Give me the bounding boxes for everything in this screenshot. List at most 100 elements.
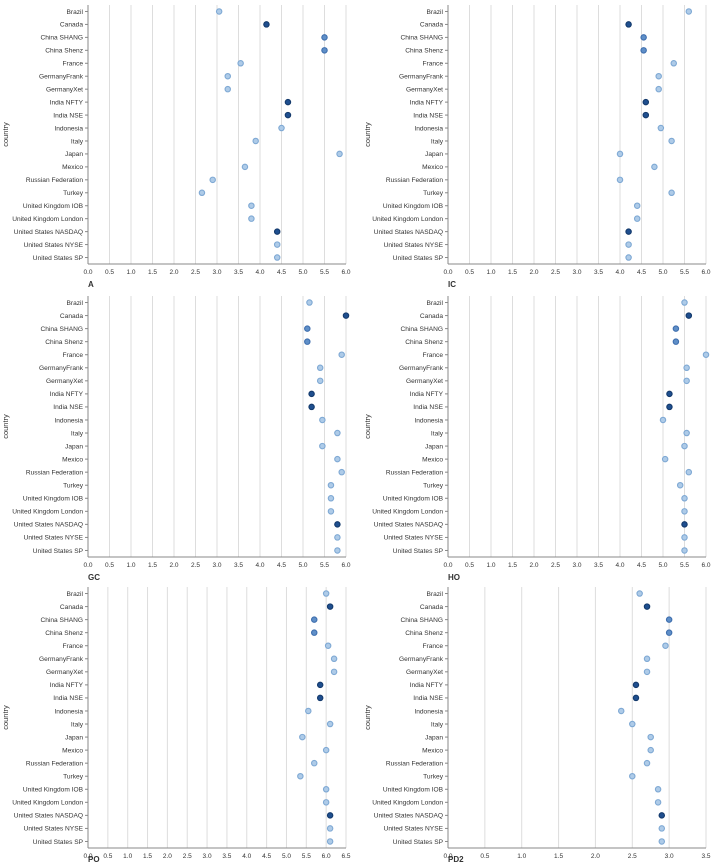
y-tick-label: France	[62, 61, 83, 68]
y-tick-label: United States NASDAQ	[374, 229, 443, 236]
y-tick-label: Canada	[60, 604, 83, 611]
data-point	[273, 241, 281, 248]
data-point	[326, 825, 334, 832]
data-point	[252, 137, 259, 145]
data-point	[670, 60, 677, 67]
x-tick-label: 3.5	[594, 562, 603, 569]
data-point	[305, 707, 312, 715]
data-point	[327, 495, 335, 502]
x-tick-label: 1.5	[554, 853, 563, 860]
y-tick-label: United Kingdom London	[12, 800, 83, 807]
x-tick-label: 2.0	[591, 853, 600, 860]
y-tick-label: GermanyFrank	[399, 365, 444, 372]
y-tick-label: Italy	[71, 721, 84, 728]
chart-panel-pd2: 0.0 0.5 1.0 1.5 2.0 2.5 3.0 3.5 Brazil Canada Chin…	[363, 587, 711, 864]
x-tick-label: 1.0	[126, 269, 135, 276]
x-tick-label: 2.0	[163, 853, 172, 860]
data-point	[316, 681, 324, 689]
y-tick-label: United States NYSE	[24, 242, 84, 249]
data-point	[633, 215, 641, 222]
x-tick-label: 0.0	[83, 269, 92, 276]
x-tick-label: 5.5	[302, 853, 311, 860]
x-tick-label: 5.0	[298, 269, 307, 276]
data-point	[672, 338, 680, 345]
y-tick-label: Mexico	[422, 164, 443, 171]
data-point	[668, 189, 675, 197]
data-point	[666, 390, 673, 398]
data-point	[625, 241, 632, 248]
data-point	[657, 124, 665, 132]
x-axis-title: GC	[88, 573, 100, 582]
y-tick-label: India NSE	[53, 404, 83, 411]
y-tick-label: United Kingdom London	[372, 800, 443, 807]
x-tick-label: 1.5	[148, 562, 157, 569]
data-point	[316, 364, 324, 372]
y-tick-label: Turkey	[63, 774, 84, 781]
data-point	[334, 534, 341, 541]
x-tick-label: 3.0	[572, 562, 581, 569]
y-tick-label: Mexico	[422, 747, 443, 754]
data-point	[322, 746, 330, 754]
data-point	[273, 228, 281, 235]
data-point	[273, 254, 281, 261]
y-tick-label: Brazil	[67, 300, 84, 307]
y-axis-title: country	[363, 705, 372, 730]
y-tick-label: Turkey	[423, 190, 444, 197]
data-point	[327, 508, 335, 515]
x-tick-label: 2.5	[551, 269, 560, 276]
data-point	[297, 772, 304, 780]
data-point	[643, 668, 651, 676]
y-tick-label: China Shenz	[405, 630, 443, 637]
data-point	[263, 21, 270, 28]
y-tick-label: Mexico	[422, 456, 443, 463]
data-point	[665, 629, 673, 636]
x-tick-label: 3.5	[594, 269, 603, 276]
y-tick-label: Japan	[425, 151, 443, 158]
x-tick-label: 2.0	[529, 562, 538, 569]
x-tick-label: 6.0	[341, 269, 350, 276]
chart-panel-po: 0.0 0.5 1.0 1.5 2.0 2.5 3.0 3.5 4.0 4.5 5.0 5.5 6.0 6…	[1, 587, 351, 864]
y-tick-label: Russian Federation	[26, 469, 84, 476]
y-tick-label: Turkey	[63, 190, 84, 197]
y-tick-label: China SHANG	[400, 617, 443, 624]
y-tick-label: United Kingdom IOB	[23, 496, 84, 503]
data-point	[668, 137, 675, 145]
data-point	[326, 838, 334, 845]
x-tick-label: 1.5	[148, 269, 157, 276]
x-tick-label: 2.0	[529, 269, 538, 276]
y-tick-label: United Kingdom London	[372, 216, 443, 223]
y-tick-label: GermanyXet	[46, 86, 83, 93]
x-tick-label: 3.5	[701, 853, 710, 860]
y-tick-label: India NSE	[413, 404, 443, 411]
y-tick-label: United Kingdom London	[12, 216, 83, 223]
data-point	[241, 163, 249, 171]
y-tick-label: Indonesia	[414, 125, 443, 132]
y-tick-label: China Shenz	[405, 339, 443, 346]
x-tick-label: 6.0	[341, 562, 350, 569]
data-point	[616, 176, 624, 184]
x-tick-label: 1.0	[123, 853, 132, 860]
x-tick-label: 3.5	[234, 269, 243, 276]
y-tick-label: Indonesia	[54, 708, 83, 715]
x-tick-label: 4.0	[615, 562, 624, 569]
x-tick-label: 5.0	[298, 562, 307, 569]
x-tick-label: 5.5	[680, 562, 689, 569]
data-point	[642, 98, 650, 106]
data-point	[248, 215, 255, 222]
y-tick-label: India NSE	[53, 112, 83, 119]
data-point	[647, 746, 654, 754]
data-point	[334, 455, 341, 463]
y-tick-label: India NFTY	[50, 99, 84, 106]
data-point	[681, 521, 688, 528]
y-tick-label: United States NYSE	[384, 535, 444, 542]
y-tick-label: Japan	[425, 443, 443, 450]
x-tick-label: 3.0	[572, 269, 581, 276]
y-tick-label: Canada	[420, 313, 443, 320]
data-point	[681, 534, 688, 541]
data-point	[632, 681, 640, 689]
x-tick-label: 4.5	[277, 269, 286, 276]
x-axis-title: A	[88, 280, 94, 289]
x-tick-label: 4.0	[255, 269, 264, 276]
x-axis-title: HO	[448, 573, 460, 582]
y-tick-label: United States SP	[393, 839, 444, 846]
